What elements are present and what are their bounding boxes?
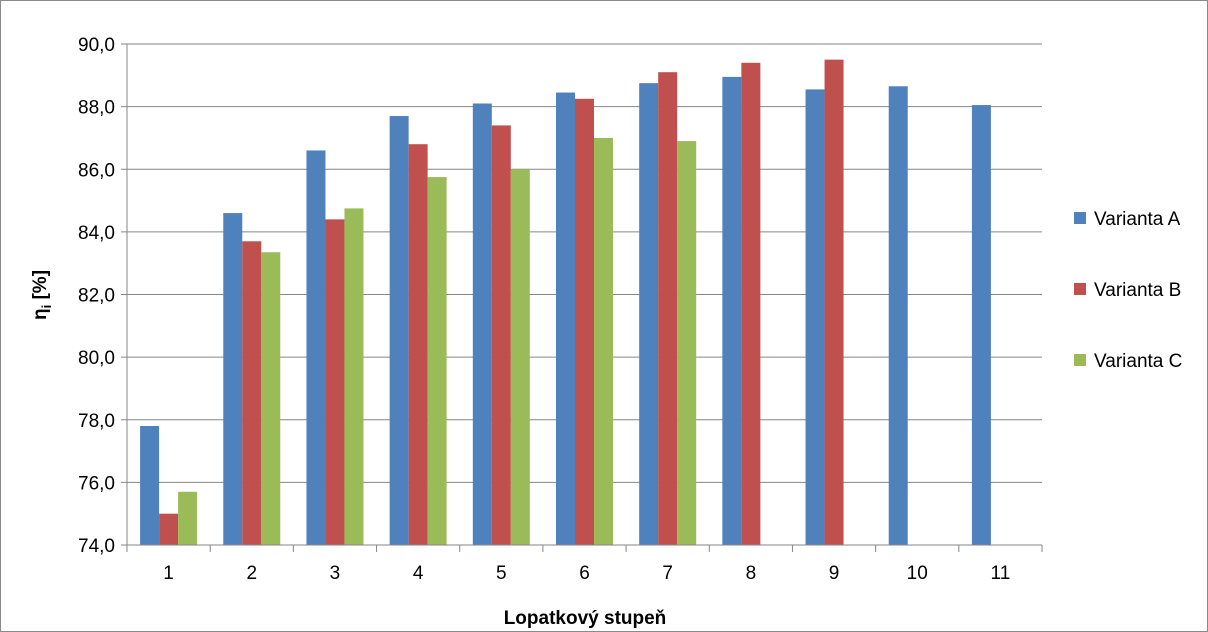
bar — [805, 89, 825, 545]
y-axis-title-symbol: η — [30, 308, 51, 320]
y-tick-labels: 74,0 76,0 78,0 80,0 82,0 84,0 86,0 88,0 90,0 — [78, 35, 115, 557]
bar — [556, 92, 575, 546]
legend-swatch — [1074, 283, 1086, 295]
bar — [575, 98, 594, 545]
x-tick-label: 6 — [579, 563, 590, 584]
bar — [741, 62, 761, 545]
y-tick-label: 90,0 — [78, 35, 115, 56]
x-tick-labels: 1 2 3 4 5 6 7 8 9 10 11 — [163, 563, 1010, 584]
bar — [722, 76, 742, 546]
bar — [306, 150, 326, 545]
y-axis-title: ηi [%] — [30, 270, 54, 320]
y-tick-label: 80,0 — [78, 348, 115, 369]
x-tick-label: 4 — [413, 563, 424, 584]
y-tick-label: 82,0 — [78, 286, 115, 307]
y-axis-title-unit: [%] — [30, 270, 51, 305]
bar — [472, 103, 492, 546]
legend: Varianta A Varianta B Varianta C — [1074, 209, 1182, 372]
x-tick-label: 8 — [746, 563, 757, 584]
legend-swatch — [1074, 354, 1086, 366]
x-tick-label: 11 — [991, 563, 1011, 584]
y-tick-label: 76,0 — [78, 473, 115, 494]
bar — [427, 177, 447, 545]
x-tick-label: 9 — [829, 563, 840, 584]
y-tick-label: 86,0 — [78, 160, 115, 181]
x-tick-label: 7 — [662, 563, 673, 584]
bar — [639, 83, 659, 545]
bar — [888, 86, 908, 545]
bar — [325, 219, 345, 545]
bar — [824, 59, 844, 545]
bar — [677, 141, 697, 545]
y-tick-label: 88,0 — [78, 98, 115, 119]
legend-swatch — [1074, 212, 1086, 224]
x-tick-label: 5 — [496, 563, 507, 584]
bar — [971, 105, 991, 545]
bar — [344, 208, 364, 545]
y-axis-title-subscript: i — [39, 305, 54, 309]
bar — [389, 116, 409, 546]
x-axis-title: Lopatkový stupeň — [504, 608, 667, 629]
bar — [223, 213, 243, 545]
x-tick-label: 1 — [163, 563, 174, 584]
y-tick-label: 78,0 — [78, 411, 115, 432]
x-tick-label: 2 — [246, 563, 257, 584]
legend-label: Varianta B — [1094, 280, 1181, 301]
bar — [178, 491, 198, 545]
bar — [408, 144, 428, 545]
bar — [159, 513, 179, 545]
bar — [491, 125, 511, 545]
y-tick-label: 84,0 — [78, 223, 115, 244]
legend-label: Varianta C — [1094, 351, 1182, 372]
bar — [140, 426, 160, 545]
bar — [658, 72, 678, 546]
bar — [594, 137, 613, 545]
bar — [510, 169, 530, 545]
legend-label: Varianta A — [1094, 209, 1181, 230]
bar — [261, 252, 281, 545]
bar — [242, 241, 262, 546]
axes — [121, 43, 1043, 552]
x-tick-label: 3 — [330, 563, 341, 584]
bars — [140, 59, 991, 546]
y-tick-label: 74,0 — [78, 536, 115, 557]
x-tick-label: 10 — [907, 563, 928, 584]
